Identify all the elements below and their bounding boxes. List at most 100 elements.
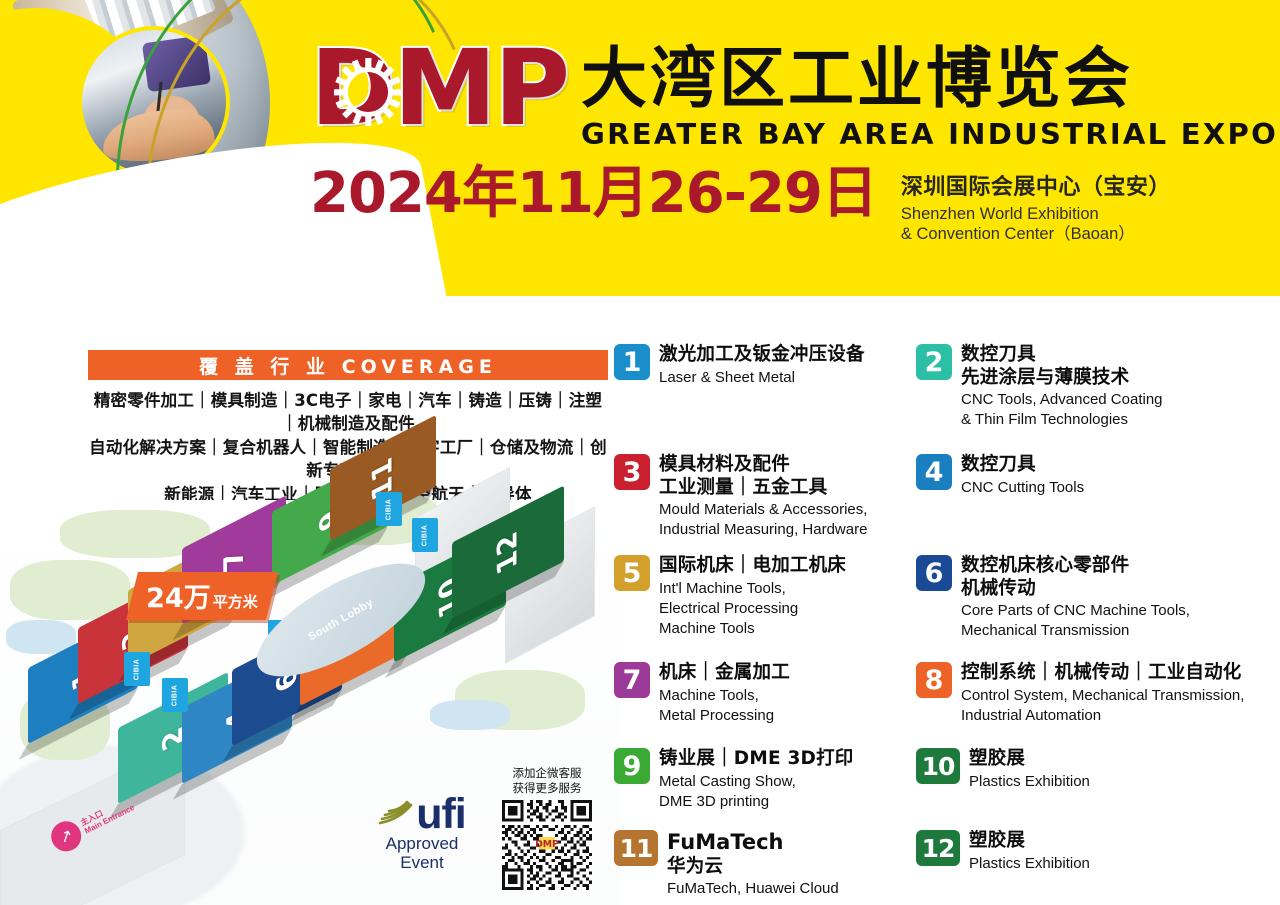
cibia-label: CIBIA <box>133 658 141 680</box>
section-item-3[interactable]: 3 模具材料及配件 工业测量｜五金工具 Mould Materials & Ac… <box>614 454 867 540</box>
venue-block: 深圳国际会展中心（宝安） Shenzhen World Exhibition &… <box>901 165 1171 244</box>
section-item-12[interactable]: 12 塑胶展 Plastics Exhibition <box>916 830 1090 873</box>
section-en-line: Electrical Processing <box>659 599 799 617</box>
section-en-line: Plastics Exhibition <box>969 772 1090 790</box>
venue-en-line2: & Convention Center（Baoan） <box>900 225 1135 244</box>
section-cn-line: 华为云 <box>667 855 724 877</box>
hall-label: 12 <box>492 525 524 579</box>
collage-circle-photo <box>78 26 230 178</box>
section-cn-line: 机械传动 <box>961 577 1036 599</box>
section-item-11[interactable]: 11 FuMaTech 华为云 FuMaTech, Huawei Cloud <box>614 830 839 898</box>
gear-icon <box>334 58 402 126</box>
section-cn-line: 塑胶展 <box>969 830 1026 851</box>
section-en-line: Metal Processing <box>659 706 775 724</box>
section-en-line: Plastics Exhibition <box>969 854 1090 872</box>
section-badge-11: 11 <box>614 830 658 866</box>
qr-caption-line1: 添加企微客服 <box>512 766 582 780</box>
ufi-approved-event: ufi Approved Event <box>376 793 468 872</box>
section-badge-3: 3 <box>614 454 650 490</box>
section-en-line: Machine Tools, <box>659 686 759 704</box>
coverage-cn-list: 精密零件加工｜模具制造｜3C电子｜家电｜汽车｜铸造｜压铸｜注塑｜机械制造及配件 … <box>88 389 608 506</box>
section-en-line: Industrial Measuring, Hardware <box>659 521 868 539</box>
ufi-event-line: Event <box>400 852 444 872</box>
section-badge-4: 4 <box>916 454 952 490</box>
section-en-line: Industrial Automation <box>961 706 1102 724</box>
area-unit: 平方米 <box>212 593 258 611</box>
section-cn-line: 数控机床核心零部件 <box>961 555 1130 576</box>
section-item-2[interactable]: 2 数控刀具 先进涂层与薄膜技术 CNC Tools, Advanced Coa… <box>916 344 1163 430</box>
section-badge-9: 9 <box>614 748 650 784</box>
cibia-label: CIBIA <box>421 524 429 546</box>
cibia-marker: CIBIA <box>412 518 438 552</box>
section-cn-line: 模具材料及配件 <box>659 454 790 475</box>
area-badge: 24万 平方米 <box>126 572 278 620</box>
qr-code-svg: DMP <box>502 799 592 890</box>
title-chinese: 大湾区工业博览会 <box>581 40 1134 117</box>
venue-name-en: Shenzhen World Exhibition & Convention C… <box>901 204 1171 244</box>
title-block: DMP <box>308 27 1276 244</box>
section-en-line: & Thin Film Technologies <box>961 411 1129 429</box>
section-badge-5: 5 <box>614 555 650 591</box>
section-en-line: Mechanical Transmission <box>961 622 1130 640</box>
event-date: 2024年11月26-29日 <box>310 161 878 226</box>
cibia-label: CIBIA <box>171 684 179 706</box>
section-cn-line: 塑胶展 <box>969 748 1026 769</box>
section-item-7[interactable]: 7 机床｜金属加工 Machine Tools, Metal Processin… <box>614 662 790 725</box>
section-item-5[interactable]: 5 国际机床｜电加工机床 Int'l Machine Tools, Electr… <box>614 555 846 638</box>
section-item-6[interactable]: 6 数控机床核心零部件 机械传动 Core Parts of CNC Machi… <box>916 555 1190 641</box>
section-en-line: Metal Casting Show, <box>659 772 796 790</box>
cibia-marker: CIBIA <box>124 652 150 686</box>
cibia-marker: CIBIA <box>376 492 402 526</box>
section-cn-line: 数控刀具 <box>961 344 1036 365</box>
ufi-swoosh-icon <box>378 801 413 825</box>
section-en-line: CNC Cutting Tools <box>961 478 1085 496</box>
south-lobby-label: South Lobby <box>306 596 376 644</box>
section-cn-line: 工业测量｜五金工具 <box>659 476 828 498</box>
section-en-line: Control System, Mechanical Transmission, <box>961 686 1245 704</box>
header-band: DMP <box>0 0 1280 296</box>
section-cn-line: 控制系统｜机械传动｜工业自动化 <box>961 662 1242 683</box>
section-en-line: Machine Tools <box>659 620 755 638</box>
section-item-1[interactable]: 1 激光加工及钣金冲压设备 Laser & Sheet Metal <box>614 344 865 387</box>
section-en-line: Int'l Machine Tools, <box>659 579 786 597</box>
section-badge-7: 7 <box>614 662 650 698</box>
qr-code-image[interactable]: DMP <box>502 799 592 890</box>
venue-en-line1: Shenzhen World Exhibition <box>900 205 1099 223</box>
qr-center-label: DMP <box>535 839 559 850</box>
section-badge-6: 6 <box>916 555 952 591</box>
section-en-line: Laser & Sheet Metal <box>659 368 795 386</box>
dmp-logo: DMP <box>308 27 572 149</box>
section-cn-line: 激光加工及钣金冲压设备 <box>659 344 865 365</box>
wechat-qr-block: 添加企微客服 获得更多服务 <box>498 766 596 890</box>
section-item-9[interactable]: 9 铸业展｜DME 3D打印 Metal Casting Show, DME 3… <box>614 748 853 811</box>
section-badge-2: 2 <box>916 344 952 380</box>
venue-name-cn: 深圳国际会展中心（宝安） <box>900 175 1171 200</box>
section-badge-10: 10 <box>916 748 960 784</box>
cibia-marker: CIBIA <box>162 678 188 712</box>
title-english: GREATER BAY AREA INDUSTRIAL EXPO <box>581 118 1279 151</box>
area-number: 24万 <box>146 583 211 614</box>
section-cn-line: 铸业展｜DME 3D打印 <box>659 748 854 769</box>
section-cn-line: 数控刀具 <box>961 454 1036 475</box>
ufi-approved-line: Approved <box>385 833 459 853</box>
qr-caption-line2: 获得更多服务 <box>512 780 582 795</box>
section-en-line: FuMaTech, Huawei Cloud <box>667 880 839 898</box>
coverage-cn-line: 精密零件加工｜模具制造｜3C电子｜家电｜汽车｜铸造｜压铸｜注塑｜机械制造及配件 <box>93 391 603 434</box>
coverage-title-bar: 覆 盖 行 业 COVERAGE <box>88 350 608 380</box>
section-item-10[interactable]: 10 塑胶展 Plastics Exhibition <box>916 748 1090 791</box>
cibia-label: CIBIA <box>385 498 393 520</box>
section-cn-line: FuMaTech <box>667 830 784 854</box>
section-cn-line: 先进涂层与薄膜技术 <box>961 366 1130 388</box>
section-en-line: CNC Tools, Advanced Coating <box>961 391 1163 409</box>
section-cn-line: 国际机床｜电加工机床 <box>659 555 847 576</box>
section-cn-line: 机床｜金属加工 <box>659 662 790 683</box>
section-en-line: Core Parts of CNC Machine Tools, <box>961 602 1190 620</box>
section-badge-12: 12 <box>916 830 960 866</box>
section-badge-1: 1 <box>614 344 650 380</box>
section-en-line: Mould Materials & Accessories, <box>659 501 868 519</box>
section-en-line: DME 3D printing <box>659 792 770 810</box>
section-item-8[interactable]: 8 控制系统｜机械传动｜工业自动化 Control System, Mechan… <box>916 662 1244 725</box>
section-item-4[interactable]: 4 数控刀具 CNC Cutting Tools <box>916 454 1084 497</box>
section-badge-8: 8 <box>916 662 952 698</box>
